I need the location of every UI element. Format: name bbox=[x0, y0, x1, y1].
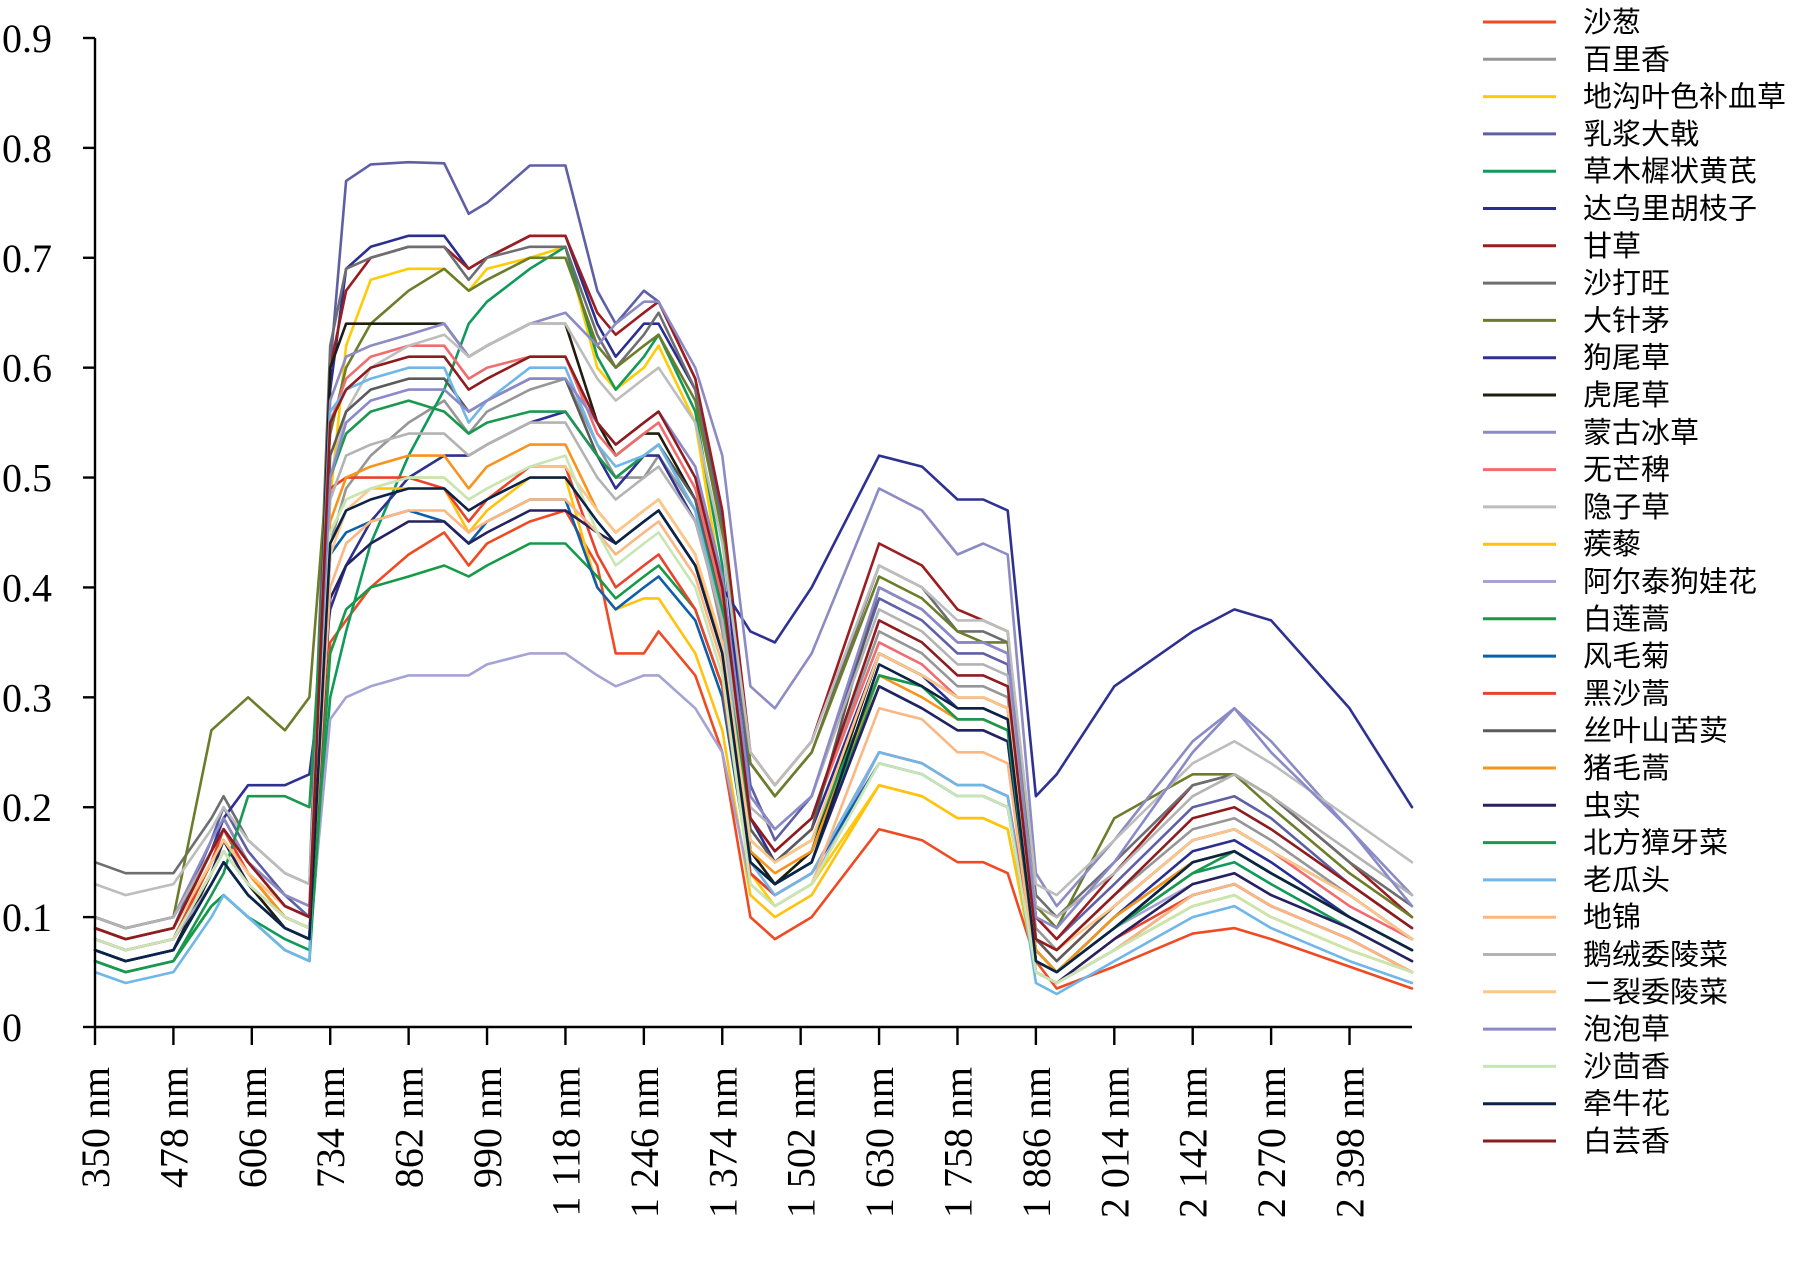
legend-label: 甘草 bbox=[1583, 229, 1641, 263]
series-line-8 bbox=[93, 245, 1414, 919]
x-tick-label: 478 nm bbox=[151, 1067, 196, 1188]
x-tick-label: 606 nm bbox=[230, 1067, 275, 1188]
legend-label: 猪毛蒿 bbox=[1583, 751, 1670, 785]
x-tick-label: 1 118 nm bbox=[543, 1067, 588, 1217]
legend-label: 白芸香 bbox=[1583, 1124, 1670, 1158]
legend-label: 虎尾草 bbox=[1583, 378, 1670, 412]
series-line-10 bbox=[93, 410, 1414, 941]
legend-label: 沙茴香 bbox=[1583, 1049, 1670, 1083]
legend-label: 北方獐牙菜 bbox=[1583, 826, 1728, 860]
x-tick-label: 862 nm bbox=[387, 1067, 432, 1188]
y-tick-label: 0.1 bbox=[2, 895, 52, 940]
x-tick-label: 2 014 nm bbox=[1092, 1067, 1137, 1218]
legend-label: 风毛菊 bbox=[1583, 639, 1670, 673]
y-tick-label: 0.6 bbox=[2, 346, 52, 391]
x-tick-label: 2 270 nm bbox=[1249, 1067, 1294, 1218]
legend-label: 鹅绒委陵菜 bbox=[1583, 938, 1728, 972]
series-line-12 bbox=[93, 300, 1414, 930]
x-tick-label: 2 398 nm bbox=[1328, 1067, 1373, 1218]
legend-label: 牵牛花 bbox=[1583, 1087, 1670, 1121]
x-axis-ticks: 350 nm 478 nm 606 nm 734 nm 862 nm 990 nm 1 11… bbox=[73, 1027, 1373, 1218]
legend-label: 丝叶山苦荬 bbox=[1583, 714, 1728, 748]
legend-label: 黑沙蒿 bbox=[1583, 676, 1670, 710]
y-tick-label: 0 bbox=[2, 1005, 22, 1050]
x-tick-label: 350 nm bbox=[73, 1067, 118, 1188]
legend-label: 二裂委陵菜 bbox=[1583, 975, 1728, 1009]
x-tick-label: 990 nm bbox=[465, 1067, 510, 1188]
legend-label: 草木樨状黄芪 bbox=[1583, 154, 1757, 188]
y-tick-label: 0.9 bbox=[2, 16, 52, 61]
series-line-14 bbox=[93, 322, 1414, 897]
series-line-20 bbox=[93, 377, 1414, 963]
legend-label: 地锦 bbox=[1583, 900, 1641, 934]
y-tick-label: 0.7 bbox=[2, 236, 52, 281]
series-line-9 bbox=[93, 256, 1414, 930]
legend-label: 狗尾草 bbox=[1583, 341, 1670, 375]
x-tick-label: 2 142 nm bbox=[1171, 1067, 1216, 1218]
y-tick-label: 0.3 bbox=[2, 675, 52, 720]
y-tick-label: 0.2 bbox=[2, 785, 52, 830]
legend-label: 蒙古冰草 bbox=[1583, 415, 1699, 449]
legend-label: 隐子草 bbox=[1583, 490, 1670, 524]
legend-label: 阿尔泰狗娃花 bbox=[1583, 565, 1757, 599]
legend-label: 老瓜头 bbox=[1583, 863, 1670, 897]
x-tick-label: 1 630 nm bbox=[857, 1067, 902, 1218]
series-line-21 bbox=[93, 443, 1414, 974]
legend-label: 沙葱 bbox=[1583, 5, 1641, 39]
legend-label: 地沟叶色补血草 bbox=[1583, 80, 1786, 114]
y-tick-label: 0.4 bbox=[2, 565, 52, 610]
series-line-30 bbox=[93, 476, 1414, 974]
legend-label: 蒺藜 bbox=[1583, 527, 1641, 561]
legend: 沙葱百里香地沟叶色补血草乳浆大戟草木樨状黄芪达乌里胡枝子甘草沙打旺大针茅狗尾草虎… bbox=[1483, 5, 1786, 1158]
series-line-24 bbox=[93, 366, 1414, 996]
x-tick-label: 1 502 nm bbox=[779, 1067, 824, 1218]
series-lines bbox=[93, 160, 1414, 996]
y-tick-label: 0.5 bbox=[2, 456, 52, 501]
legend-label: 达乌里胡枝子 bbox=[1583, 192, 1757, 226]
legend-label: 虫实 bbox=[1583, 788, 1641, 822]
legend-label: 泡泡草 bbox=[1583, 1012, 1670, 1046]
y-axis-ticks: 0 0.1 0.2 0.3 0.4 0.5 0.6 0.7 0.8 0.9 bbox=[2, 16, 95, 1050]
x-tick-label: 1 886 nm bbox=[1014, 1067, 1059, 1218]
legend-label: 白莲蒿 bbox=[1583, 602, 1670, 636]
series-line-29 bbox=[93, 454, 1414, 985]
y-tick-label: 0.8 bbox=[2, 126, 52, 171]
legend-label: 大针茅 bbox=[1583, 303, 1670, 337]
series-line-1 bbox=[93, 509, 1414, 990]
x-tick-label: 734 nm bbox=[308, 1067, 353, 1188]
series-line-3 bbox=[93, 245, 1414, 985]
legend-label: 沙打旺 bbox=[1583, 266, 1670, 300]
legend-label: 乳浆大戟 bbox=[1583, 117, 1699, 151]
x-tick-label: 1 246 nm bbox=[622, 1067, 667, 1218]
series-line-31 bbox=[93, 355, 1414, 952]
legend-label: 百里香 bbox=[1583, 42, 1670, 76]
x-tick-label: 1 758 nm bbox=[935, 1067, 980, 1218]
legend-label: 无芒稗 bbox=[1583, 453, 1670, 487]
x-tick-label: 1 374 nm bbox=[700, 1067, 745, 1218]
